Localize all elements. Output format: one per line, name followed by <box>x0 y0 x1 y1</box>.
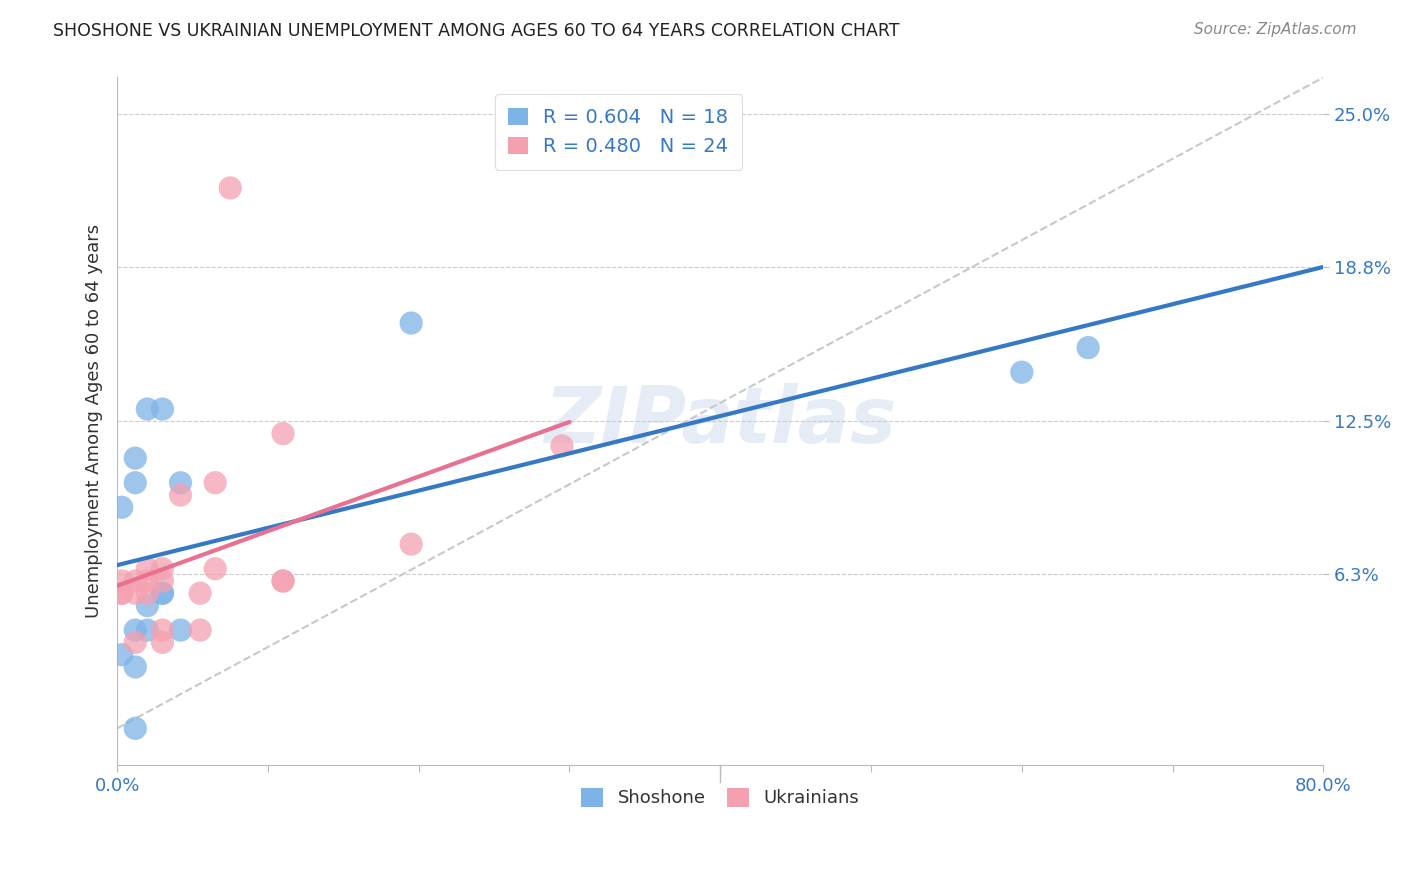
Point <box>1077 341 1099 355</box>
Point <box>124 660 146 674</box>
Point <box>124 586 146 600</box>
Point <box>271 574 294 588</box>
Legend: Shoshone, Ukrainians: Shoshone, Ukrainians <box>574 780 866 814</box>
Point <box>111 500 134 515</box>
Point <box>399 316 422 330</box>
Text: ZIPatlas: ZIPatlas <box>544 384 897 459</box>
Point <box>152 623 174 637</box>
Point <box>399 537 422 551</box>
Point <box>169 623 191 637</box>
Point <box>152 586 174 600</box>
Point <box>111 586 134 600</box>
Point <box>219 181 242 195</box>
Point <box>271 426 294 441</box>
Point <box>152 402 174 417</box>
Point <box>136 562 159 576</box>
Point <box>124 574 146 588</box>
Point <box>551 439 574 453</box>
Text: SHOSHONE VS UKRAINIAN UNEMPLOYMENT AMONG AGES 60 TO 64 YEARS CORRELATION CHART: SHOSHONE VS UKRAINIAN UNEMPLOYMENT AMONG… <box>53 22 900 40</box>
Point <box>152 562 174 576</box>
Point <box>188 586 211 600</box>
Point <box>124 635 146 649</box>
Text: Source: ZipAtlas.com: Source: ZipAtlas.com <box>1194 22 1357 37</box>
Point <box>204 562 226 576</box>
Y-axis label: Unemployment Among Ages 60 to 64 years: Unemployment Among Ages 60 to 64 years <box>86 224 103 618</box>
Point <box>111 586 134 600</box>
Point <box>152 586 174 600</box>
Point <box>204 475 226 490</box>
Point <box>169 475 191 490</box>
Point <box>124 475 146 490</box>
Point <box>111 574 134 588</box>
Point <box>111 648 134 662</box>
Point <box>124 623 146 637</box>
Point <box>136 599 159 613</box>
Point <box>136 574 159 588</box>
Point <box>136 586 159 600</box>
Point <box>124 722 146 736</box>
Point <box>188 623 211 637</box>
Point <box>152 574 174 588</box>
Point <box>169 488 191 502</box>
Point <box>271 574 294 588</box>
Point <box>136 623 159 637</box>
Point <box>124 451 146 466</box>
Point <box>152 635 174 649</box>
Point <box>1011 365 1033 379</box>
Point <box>136 402 159 417</box>
